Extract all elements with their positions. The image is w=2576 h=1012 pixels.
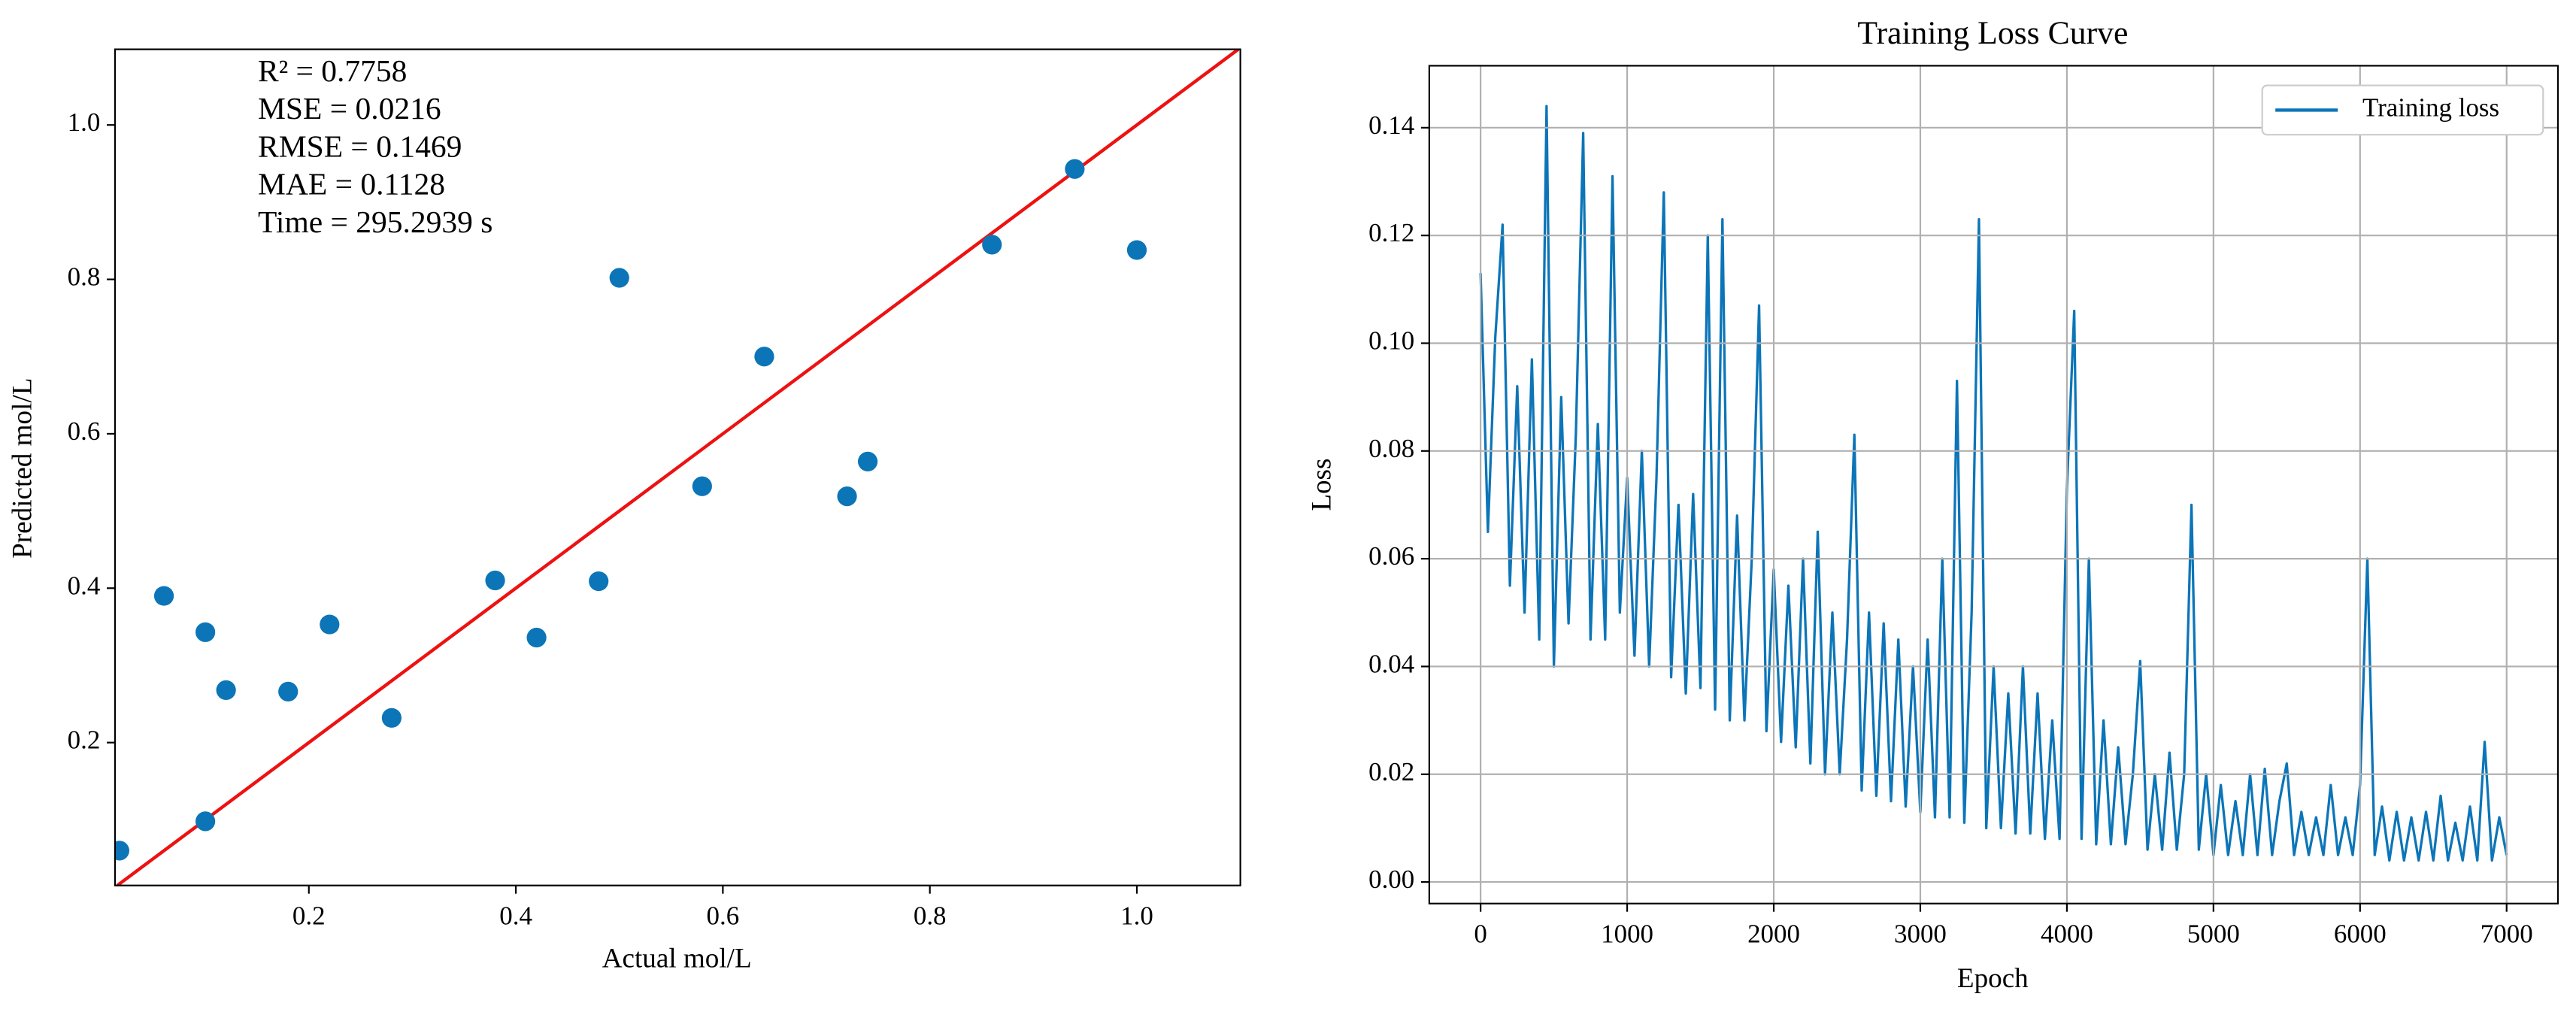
x-tick-label: 5000 <box>2187 919 2240 948</box>
scatter-point <box>153 586 174 606</box>
y-tick-label: 0.02 <box>1368 757 1414 786</box>
metric-annotation: MAE = 0.1128 <box>258 167 445 201</box>
y-tick-label: 0.10 <box>1368 326 1414 356</box>
metric-annotation: R² = 0.7758 <box>258 53 407 88</box>
metric-annotation: Time = 295.2939 s <box>258 205 492 239</box>
scatter-point <box>320 614 340 635</box>
scatter-point <box>381 707 402 728</box>
x-tick-label: 0.8 <box>914 901 947 930</box>
scatter-point <box>1065 159 1085 179</box>
x-tick-label: 0.2 <box>292 901 326 930</box>
scatter-point <box>589 571 609 592</box>
scatter-point <box>485 570 505 591</box>
scatter-point <box>216 680 236 700</box>
scatter-point <box>278 681 299 702</box>
plot-frame <box>114 48 1241 886</box>
x-tick-label: 0.4 <box>499 901 532 930</box>
scatter-point <box>837 486 857 507</box>
y-tick-label: 0.4 <box>68 571 101 600</box>
y-axis-label: Loss <box>1307 459 1338 511</box>
legend-label: Training loss <box>2362 92 2499 122</box>
x-tick-label: 4000 <box>2041 919 2093 948</box>
y-tick-label: 0.2 <box>68 726 101 755</box>
scatter-point <box>114 841 129 861</box>
x-tick-label: 2000 <box>1747 919 1800 948</box>
scatter-point <box>1126 240 1147 260</box>
y-tick-label: 0.14 <box>1368 111 1414 140</box>
x-tick-label: 1.0 <box>1120 901 1153 930</box>
y-axis-label: Predicted mol/L <box>7 378 38 559</box>
y-tick-label: 0.08 <box>1368 434 1414 463</box>
x-axis-label: Epoch <box>1957 963 2029 994</box>
metric-annotation: MSE = 0.0216 <box>258 91 441 126</box>
scatter-point <box>195 811 216 832</box>
x-axis-label: Actual mol/L <box>602 944 752 974</box>
scatter-point <box>195 622 216 642</box>
identity-line <box>116 49 1240 886</box>
scatter-point <box>609 268 629 288</box>
chart-title: Training Loss Curve <box>1857 15 2128 51</box>
y-tick-label: 0.06 <box>1368 541 1414 571</box>
legend-box <box>2261 84 2544 136</box>
metric-annotation: RMSE = 0.1469 <box>258 129 462 163</box>
plot-area <box>114 49 1240 886</box>
x-tick-label: 7000 <box>2481 919 2533 948</box>
scatter-point <box>692 476 712 496</box>
scatter-point <box>982 235 1002 255</box>
y-tick-label: 1.0 <box>68 108 101 137</box>
y-tick-label: 0.00 <box>1368 865 1414 894</box>
scatter-point <box>754 347 774 367</box>
x-tick-label: 6000 <box>2334 919 2387 948</box>
scatter-point <box>857 451 878 472</box>
y-tick-label: 0.12 <box>1368 218 1414 247</box>
y-tick-label: 0.8 <box>68 262 101 292</box>
y-tick-label: 0.6 <box>68 417 101 446</box>
plot-frame <box>1428 65 2559 904</box>
x-tick-label: 0 <box>1474 919 1487 948</box>
x-tick-label: 3000 <box>1894 919 1947 948</box>
y-tick-label: 0.04 <box>1368 649 1414 678</box>
x-tick-label: 0.6 <box>707 901 740 930</box>
scatter-point <box>526 627 547 648</box>
x-tick-label: 1000 <box>1601 919 1653 948</box>
